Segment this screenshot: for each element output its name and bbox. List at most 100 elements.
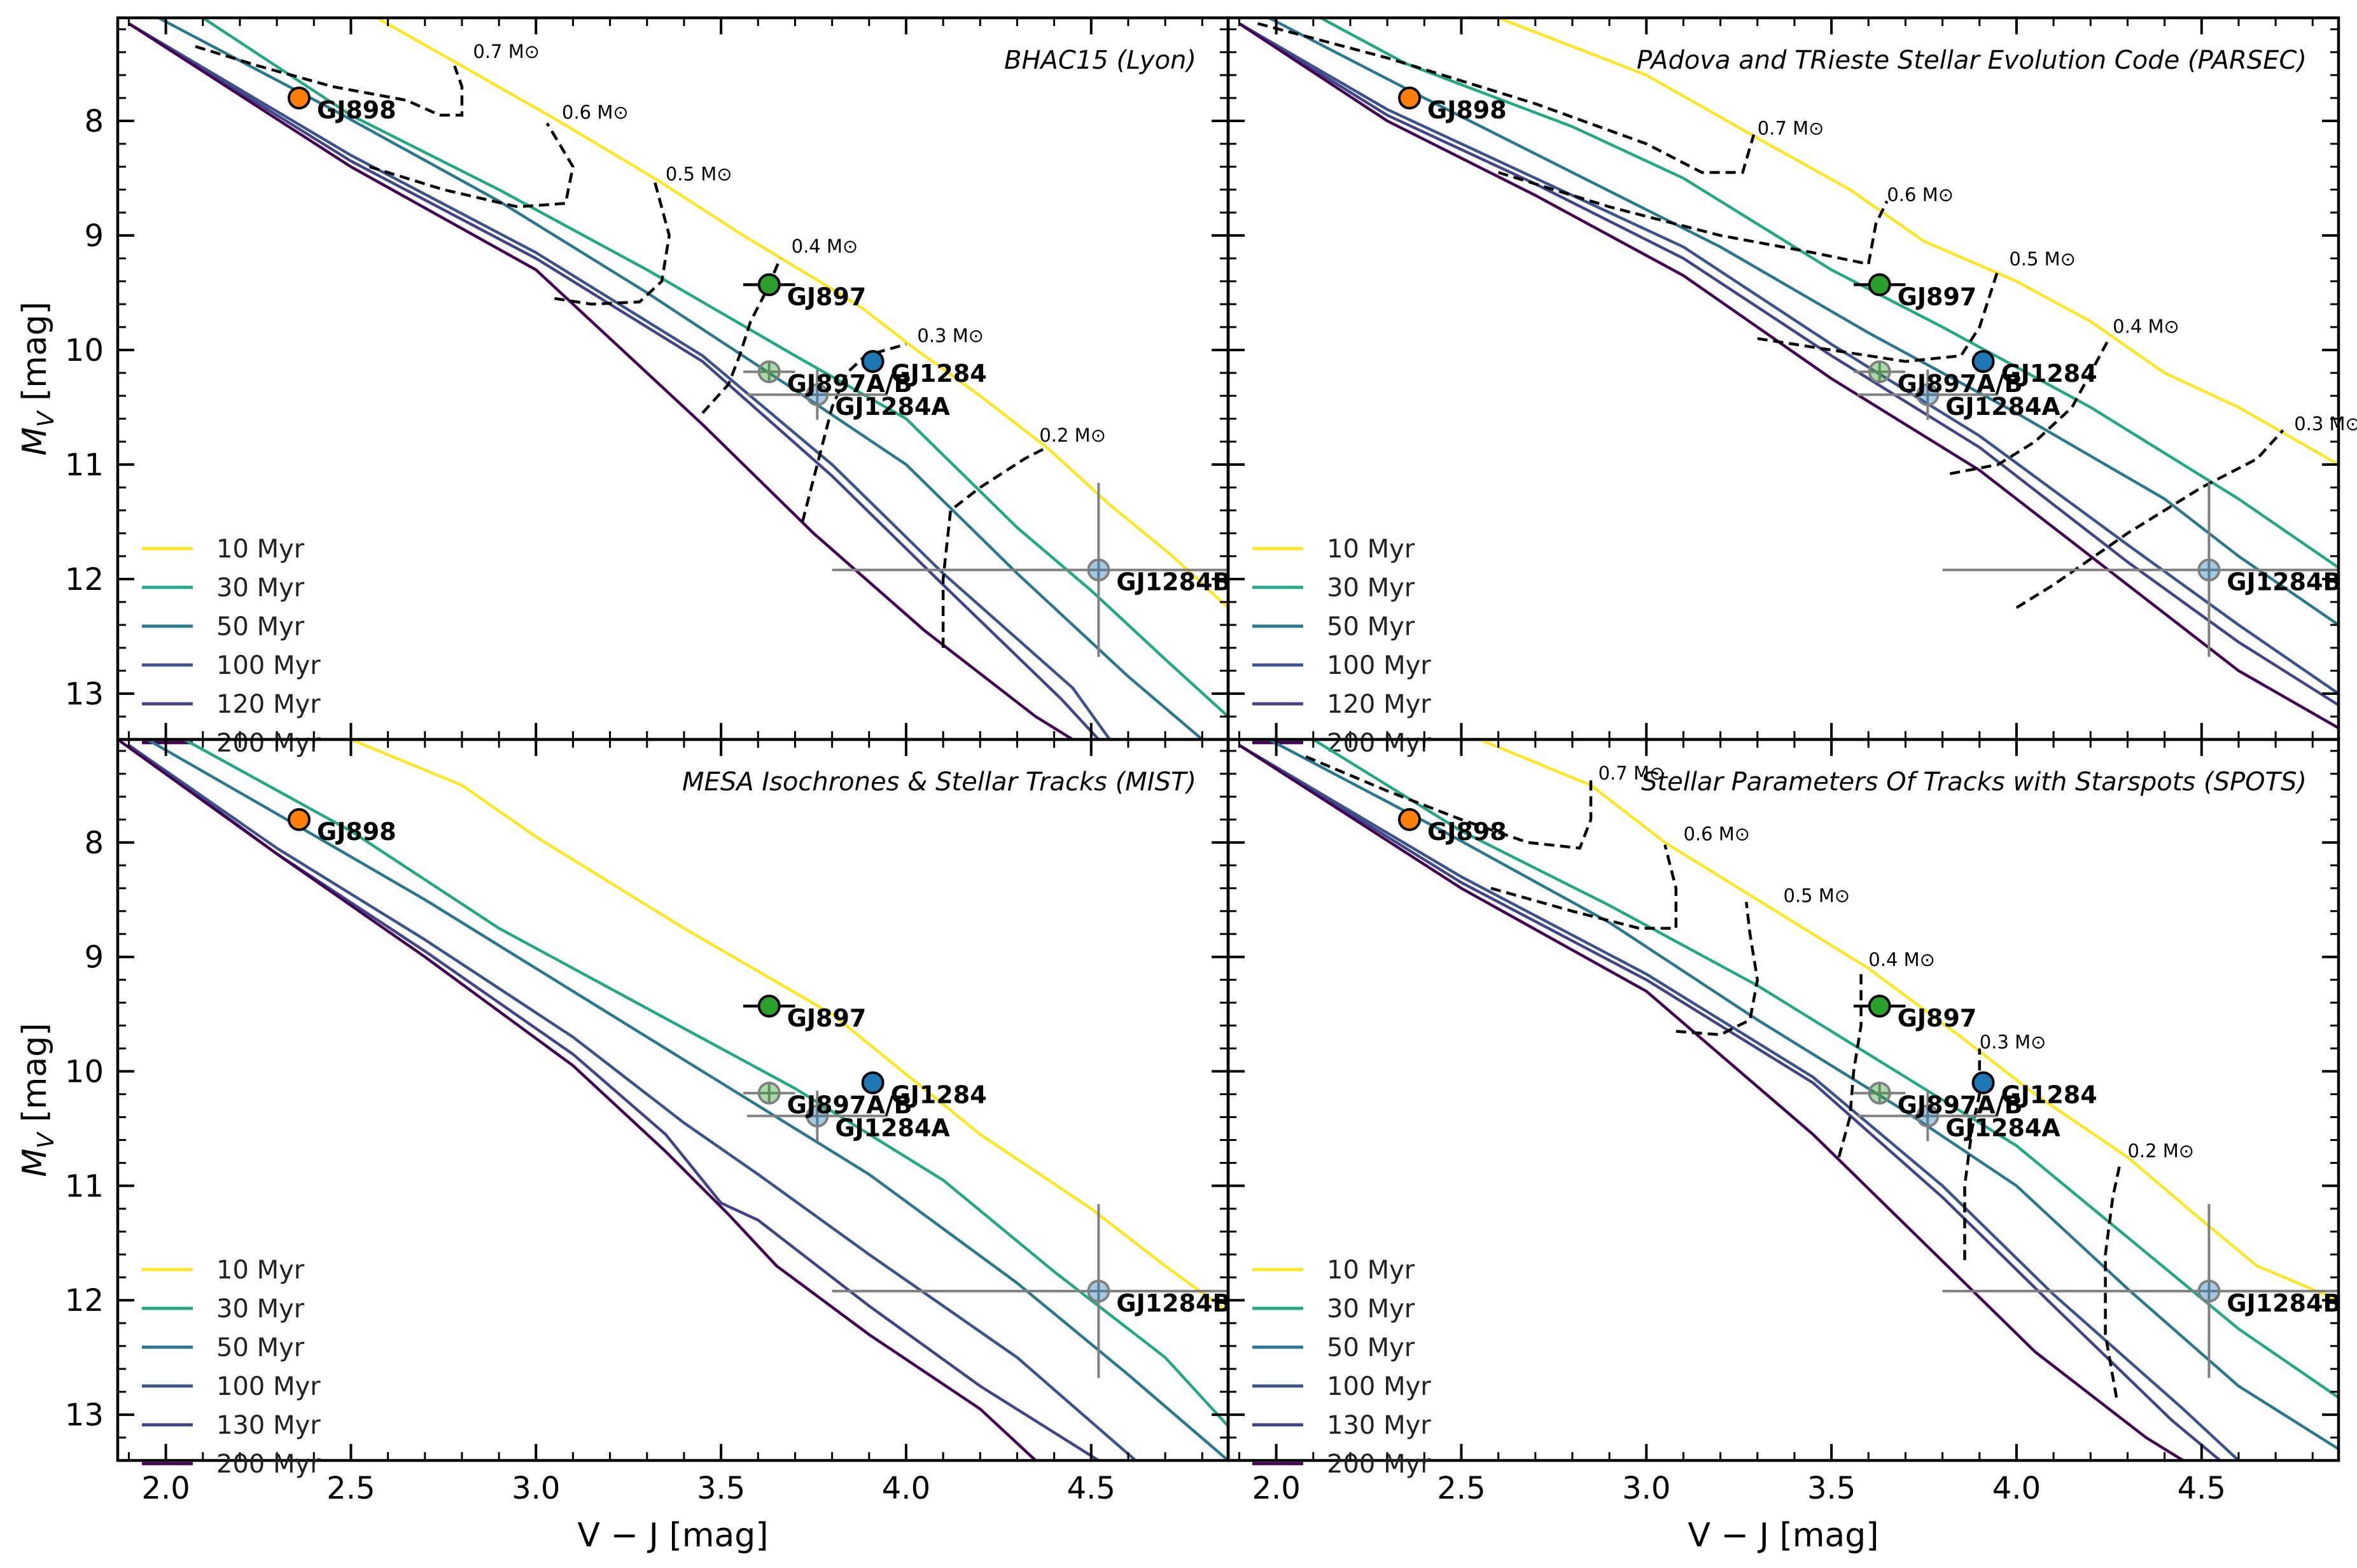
y-tick-label: 13 (65, 676, 104, 712)
y-axis-title: MV [mag] (16, 1023, 59, 1177)
plot-area (128, 18, 1228, 739)
plot-area (1238, 18, 2339, 729)
panels-group: 0.7 M⊙ 0.6 M⊙ 0.5 M⊙ 0.4 M⊙ 0.3 M⊙ 0.2 M⊙ GJ89… (16, 16, 2357, 1555)
panel-4: 0.7 M⊙ 0.6 M⊙ 0.5 M⊙ 0.4 M⊙ 0.3 M⊙ 0.2 M⊙ GJ89… (1226, 738, 2341, 1555)
star-label-gj897: GJ897 (1898, 283, 1977, 311)
y-axis-title-subscript: V (33, 1131, 59, 1149)
x-tick-label: 4.0 (882, 1471, 930, 1506)
panel-title: PAdova and TRieste Stellar Evolution Cod… (1637, 46, 2307, 75)
star-gj1284a (746, 1091, 888, 1142)
star-marker (1868, 360, 1891, 384)
legend-label-10-myr: 10 Myr (216, 1256, 305, 1285)
star-label-gj897: GJ897 (787, 283, 867, 311)
y-axis-title-unit: [mag] (16, 302, 54, 412)
star-gj1284b (1942, 1204, 2339, 1378)
mass-track-label: 0.6 M⊙ (1887, 184, 1954, 206)
y-tick-label: 13 (65, 1397, 104, 1433)
star-marker (757, 995, 781, 1018)
plot-area (1238, 739, 2339, 1460)
star-marker (1971, 350, 1995, 373)
star-gj897a-b (743, 360, 795, 384)
mass-track-0-4-m (1949, 337, 2111, 475)
isochrone-30-myr (202, 18, 1228, 718)
legend-label-130-myr: 130 Myr (216, 1411, 321, 1440)
star-gj898 (288, 808, 311, 831)
legend-label-130-myr: 130 Myr (1327, 1411, 1431, 1440)
star-label-gj1284: GJ1284 (891, 1081, 987, 1109)
panel-1: 0.7 M⊙ 0.6 M⊙ 0.5 M⊙ 0.4 M⊙ 0.3 M⊙ 0.2 M⊙ GJ89… (16, 16, 1231, 758)
star-marker (1868, 995, 1891, 1018)
legend-label-50-myr: 50 Myr (1327, 612, 1415, 641)
isochrone-50-myr (1268, 18, 2339, 626)
star-gj1284 (861, 350, 885, 373)
y-tick-label: 10 (65, 1054, 104, 1090)
star-label-gj1284b: GJ1284B (1116, 1289, 1231, 1317)
y-axis-title-symbol: M (16, 427, 54, 456)
mass-track-label: 0.4 M⊙ (792, 235, 858, 257)
mass-track-0-3-m (2015, 429, 2284, 609)
star-gj897a-b (1854, 1081, 1906, 1105)
x-tick-label: 2.5 (326, 1471, 375, 1506)
isochrone-10-myr (1497, 18, 2339, 466)
mass-track-0-6-m (1497, 171, 1889, 266)
mass-track-0-5-m (1757, 269, 2000, 363)
x-tick-label: 3.5 (697, 1471, 745, 1506)
star-gj897 (1854, 995, 1906, 1018)
mass-track-label: 0.4 M⊙ (2113, 316, 2179, 337)
legend-label-120-myr: 120 Myr (1327, 690, 1431, 719)
star-label-gj897a-b: GJ897A/B (1898, 1091, 2023, 1119)
x-tick-label: 4.5 (2178, 1471, 2226, 1506)
mass-track-label: 0.5 M⊙ (666, 164, 732, 185)
star-marker (806, 383, 829, 407)
mass-track-0-2-m (941, 446, 1048, 648)
star-label-gj898: GJ898 (1427, 818, 1507, 846)
star-marker (2197, 1279, 2221, 1303)
isochrone-50-myr (157, 18, 1203, 739)
mass-track-label: 0.7 M⊙ (1598, 762, 1665, 784)
mass-track-0-3-m (801, 342, 907, 522)
isochrone-50-myr (1268, 739, 2339, 1450)
star-marker (1916, 383, 1940, 407)
legend-label-100-myr: 100 Myr (1327, 651, 1431, 680)
y-tick-label: 9 (84, 218, 104, 254)
star-label-gj898: GJ898 (317, 96, 396, 124)
mass-track-0-6-m (368, 122, 575, 209)
isochrone-100-myr (1238, 744, 2240, 1460)
isochrone-120-myr (128, 22, 1100, 739)
star-gj898 (1398, 87, 1422, 109)
star-marker (1398, 87, 1422, 109)
x-tick-label: 3.0 (1622, 1471, 1670, 1506)
x-tick-label: 2.0 (141, 1471, 190, 1506)
star-gj1284 (861, 1071, 885, 1095)
star-label-gj897: GJ897 (1898, 1004, 1977, 1032)
star-marker (757, 360, 781, 384)
legend-label-30-myr: 30 Myr (216, 1294, 305, 1324)
star-marker (1916, 1104, 1940, 1128)
isochrone-200-myr (128, 22, 1074, 739)
isochrone-10-myr (350, 739, 1228, 1313)
x-tick-label: 4.5 (1067, 1471, 1116, 1506)
panel-title: MESA Isochrones & Stellar Tracks (MIST) (682, 767, 1196, 797)
legend-label-100-myr: 100 Myr (216, 1372, 321, 1401)
star-gj1284 (1971, 350, 1995, 373)
legend-label-120-myr: 120 Myr (216, 690, 321, 719)
star-marker (806, 1104, 829, 1128)
x-axis-title: V − J [mag] (1688, 1516, 1878, 1555)
legend-label-10-myr: 10 Myr (1327, 1256, 1415, 1285)
legend-label-30-myr: 30 Myr (1327, 573, 1415, 603)
legend-label-100-myr: 100 Myr (1327, 1372, 1431, 1401)
isochrone-130-myr (1238, 744, 2221, 1460)
star-marker (861, 350, 885, 373)
star-marker (1398, 808, 1422, 831)
legend-label-50-myr: 50 Myr (1327, 1333, 1415, 1362)
legend-label-30-myr: 30 Myr (1327, 1294, 1415, 1324)
legend-label-30-myr: 30 Myr (216, 573, 305, 603)
star-label-gj897a-b: GJ897A/B (787, 370, 913, 398)
star-gj1284 (1971, 1071, 1995, 1095)
legend-label-100-myr: 100 Myr (216, 651, 321, 680)
mass-track-label: 0.3 M⊙ (2294, 413, 2357, 435)
star-marker (1868, 1081, 1891, 1105)
mass-track-0-7-m (1257, 22, 1756, 174)
mass-track-label: 0.4 M⊙ (1868, 949, 1935, 970)
star-gj897a-b (1854, 360, 1906, 384)
